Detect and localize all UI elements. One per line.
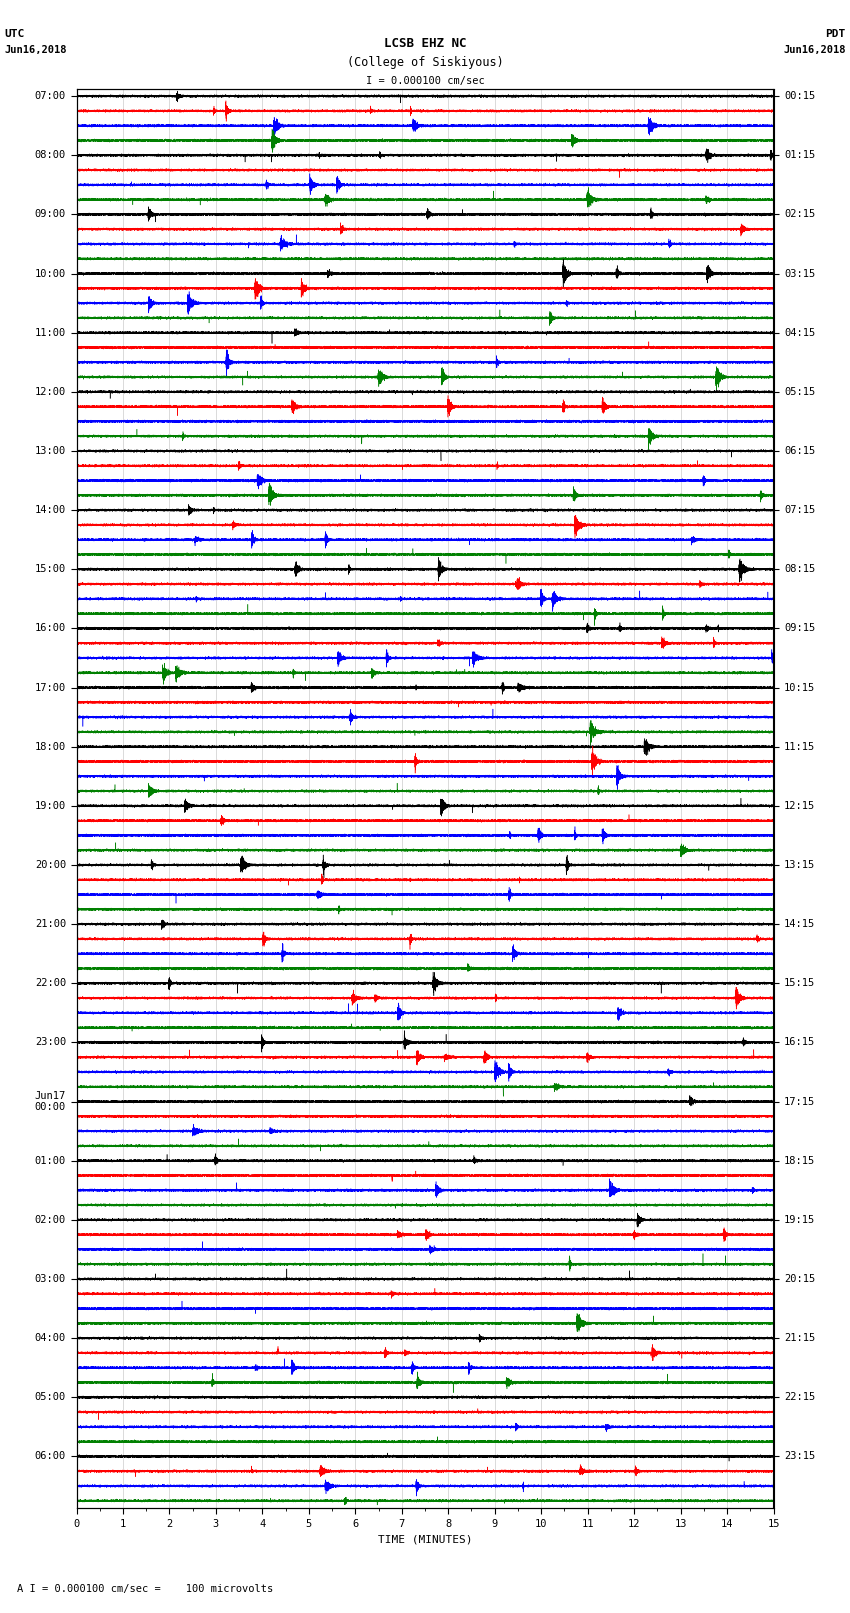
Text: Jun16,2018: Jun16,2018 [783,45,846,55]
Text: UTC: UTC [4,29,25,39]
Text: A I = 0.000100 cm/sec =    100 microvolts: A I = 0.000100 cm/sec = 100 microvolts [17,1584,273,1594]
X-axis label: TIME (MINUTES): TIME (MINUTES) [377,1534,473,1544]
Text: PDT: PDT [825,29,846,39]
Text: Jun16,2018: Jun16,2018 [4,45,67,55]
Text: (College of Siskiyous): (College of Siskiyous) [347,56,503,69]
Text: LCSB EHZ NC: LCSB EHZ NC [383,37,467,50]
Text: I = 0.000100 cm/sec: I = 0.000100 cm/sec [366,76,484,85]
